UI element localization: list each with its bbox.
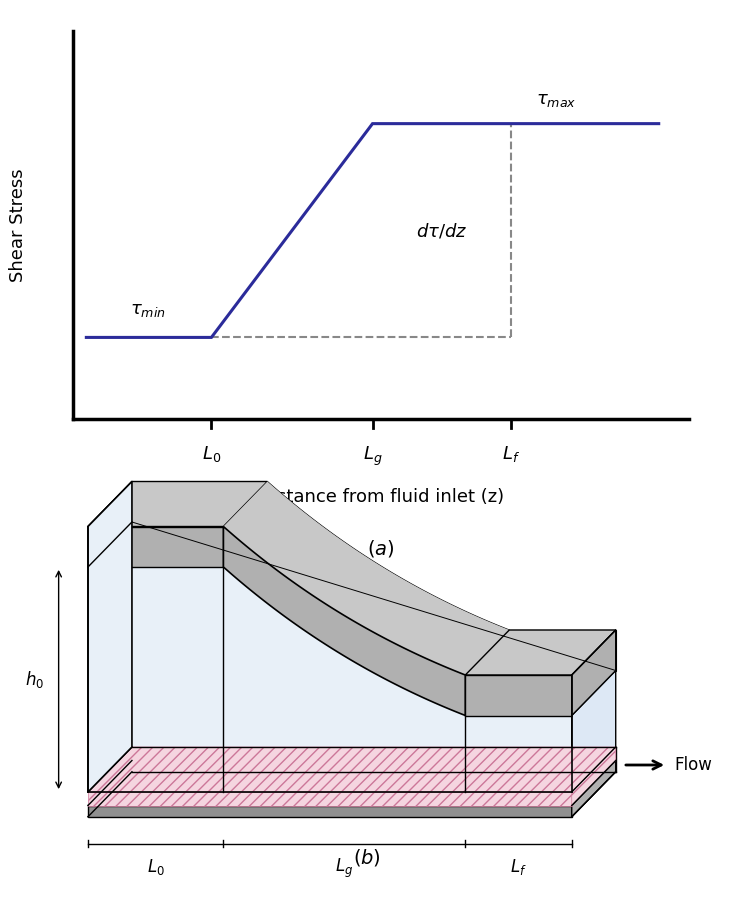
Polygon shape bbox=[224, 567, 465, 792]
Polygon shape bbox=[465, 675, 572, 716]
Polygon shape bbox=[132, 522, 268, 747]
Text: $L_0$: $L_0$ bbox=[147, 857, 165, 878]
Text: $L_f$: $L_f$ bbox=[501, 445, 520, 464]
Text: $(b)$: $(b)$ bbox=[353, 848, 380, 868]
Text: $\tau_{max}$: $\tau_{max}$ bbox=[537, 91, 577, 109]
Polygon shape bbox=[572, 760, 616, 817]
Text: $L_f$: $L_f$ bbox=[510, 857, 527, 878]
Polygon shape bbox=[224, 526, 465, 716]
Polygon shape bbox=[465, 716, 572, 792]
Text: $L_0$: $L_0$ bbox=[202, 445, 221, 464]
Polygon shape bbox=[88, 482, 132, 792]
Text: Shear Stress: Shear Stress bbox=[9, 168, 27, 282]
Polygon shape bbox=[572, 670, 616, 792]
Polygon shape bbox=[88, 792, 572, 806]
Text: $h_f$: $h_f$ bbox=[522, 744, 539, 763]
Text: $L_g$: $L_g$ bbox=[363, 445, 383, 467]
Text: $L_g$: $L_g$ bbox=[335, 857, 353, 880]
Polygon shape bbox=[88, 806, 572, 817]
Text: $\tau_{min}$: $\tau_{min}$ bbox=[130, 301, 166, 319]
Polygon shape bbox=[88, 567, 224, 792]
Text: Distance from fluid inlet (z): Distance from fluid inlet (z) bbox=[258, 488, 504, 506]
Polygon shape bbox=[132, 747, 616, 772]
Text: $d\tau/dz$: $d\tau/dz$ bbox=[416, 221, 468, 240]
Polygon shape bbox=[88, 526, 224, 567]
Polygon shape bbox=[465, 630, 616, 675]
Text: $h_0$: $h_0$ bbox=[25, 669, 44, 690]
Polygon shape bbox=[88, 747, 616, 792]
Text: Flow: Flow bbox=[674, 756, 712, 774]
Polygon shape bbox=[88, 482, 268, 526]
Polygon shape bbox=[224, 482, 509, 675]
Polygon shape bbox=[132, 482, 268, 522]
Polygon shape bbox=[88, 772, 616, 817]
Polygon shape bbox=[572, 630, 616, 716]
Polygon shape bbox=[509, 630, 616, 670]
Polygon shape bbox=[268, 482, 509, 670]
Text: $h(z)$: $h(z)$ bbox=[312, 698, 342, 716]
Polygon shape bbox=[572, 747, 616, 806]
Polygon shape bbox=[88, 760, 616, 806]
Text: $(a)$: $(a)$ bbox=[367, 538, 395, 560]
